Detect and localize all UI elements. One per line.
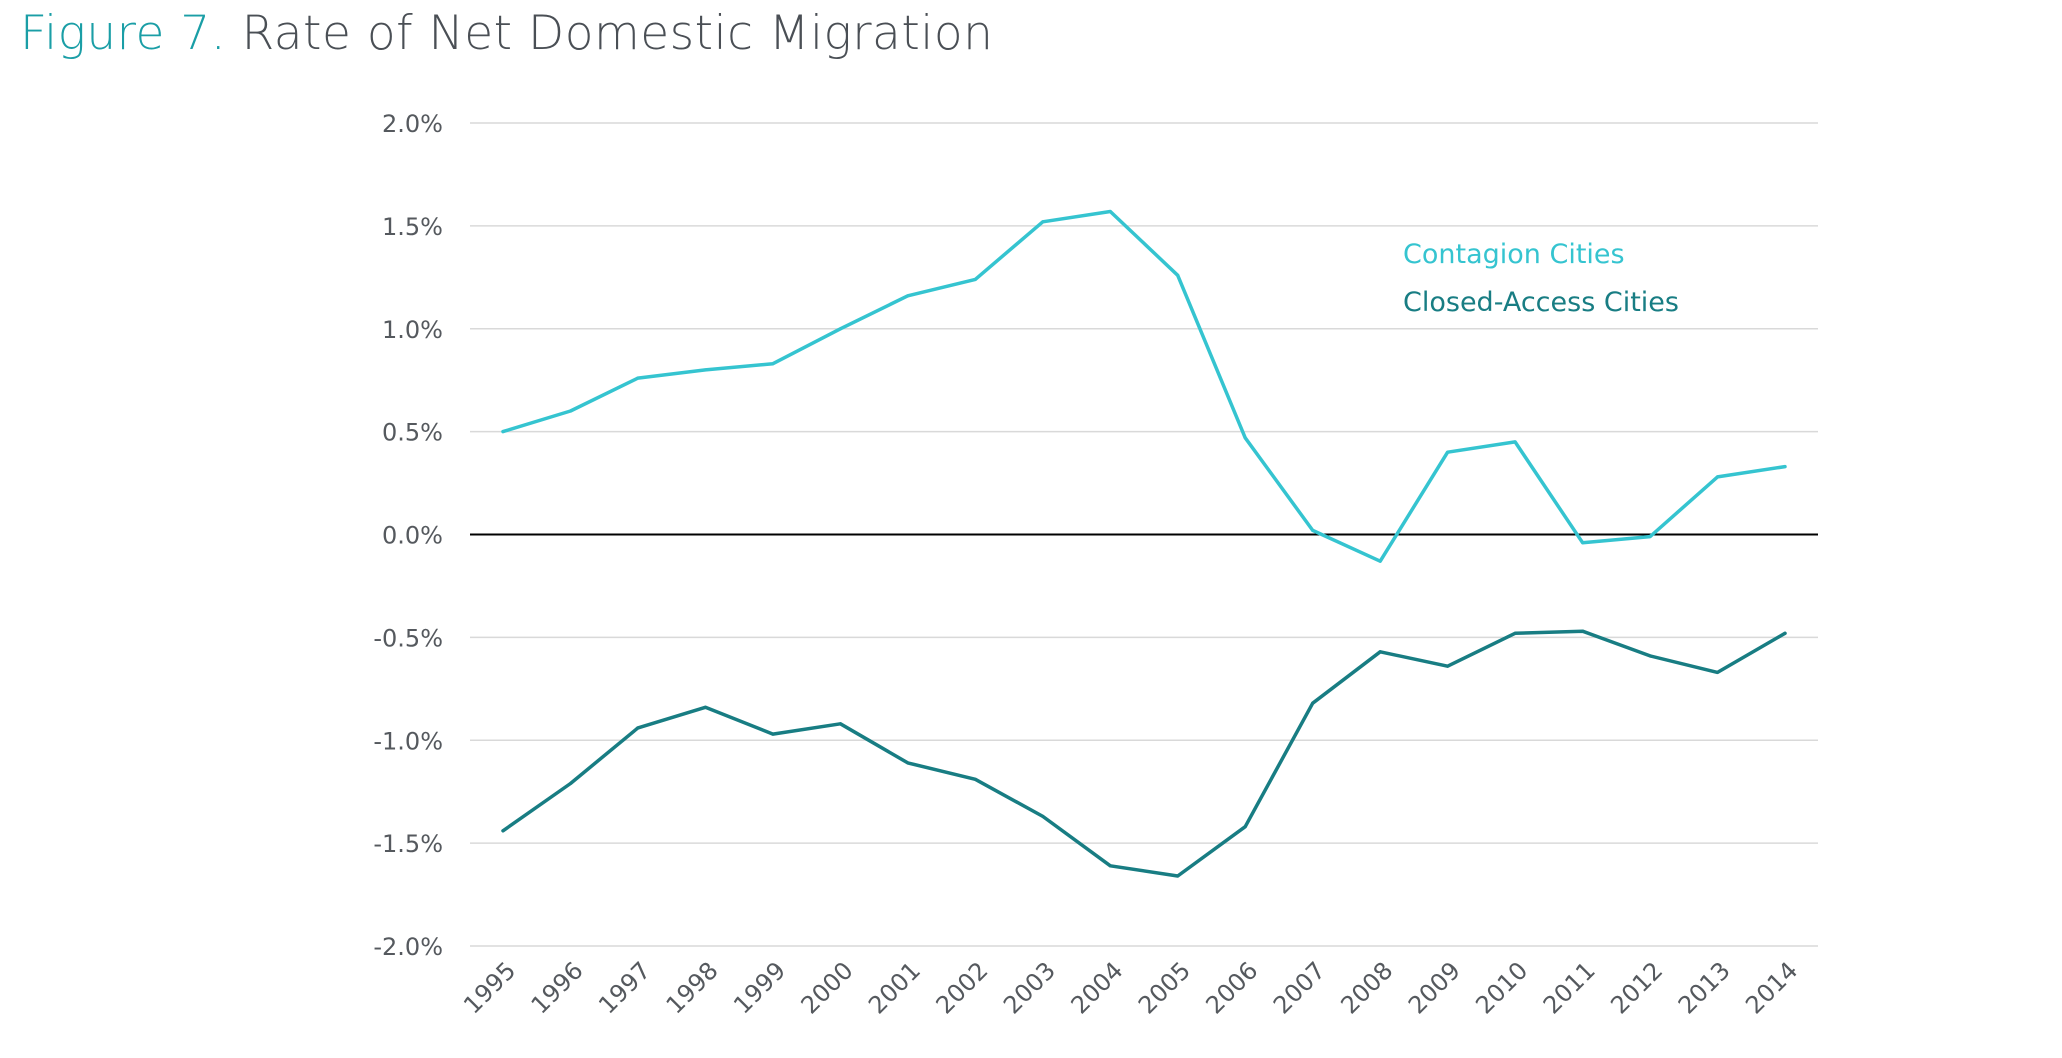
data-point xyxy=(703,368,707,372)
x-tick-label: 2000 xyxy=(796,956,859,1019)
y-axis-ticks: 2.0% 1.5% 1.0% 0.5% 0.0% -0.5% -1.0% -1.5% -2.0% xyxy=(373,110,443,961)
data-point xyxy=(501,829,505,833)
x-tick-label: 2011 xyxy=(1538,956,1601,1019)
x-tick-label: 1997 xyxy=(593,956,656,1019)
x-tick-label: 1999 xyxy=(728,956,791,1019)
y-tick-label: 1.0% xyxy=(382,316,443,344)
y-tick-label: 2.0% xyxy=(382,110,443,138)
data-point xyxy=(636,726,640,730)
y-tick-label: 0.5% xyxy=(382,419,443,447)
x-tick-label: 2008 xyxy=(1335,956,1398,1019)
data-point xyxy=(771,732,775,736)
data-point xyxy=(1716,670,1720,674)
data-point xyxy=(1648,535,1652,539)
x-tick-label: 1995 xyxy=(458,956,521,1019)
data-point xyxy=(1176,273,1180,277)
x-tick-label: 2006 xyxy=(1200,956,1263,1019)
data-point xyxy=(703,705,707,709)
data-point xyxy=(1243,825,1247,829)
data-point xyxy=(1108,209,1112,213)
y-tick-label: -2.0% xyxy=(373,933,443,961)
data-point xyxy=(1311,528,1315,532)
data-point xyxy=(1783,631,1787,635)
x-tick-label: 2009 xyxy=(1403,956,1466,1019)
grid-lines xyxy=(470,122,1818,947)
data-point xyxy=(906,761,910,765)
data-point xyxy=(1311,701,1315,705)
data-point xyxy=(973,277,977,281)
y-tick-label: -0.5% xyxy=(373,624,443,652)
data-point xyxy=(1513,440,1517,444)
x-tick-label: 2012 xyxy=(1605,956,1668,1019)
series-line-contagion-cities xyxy=(501,209,1787,563)
figure-title-text: Rate of Net Domestic Migration xyxy=(241,6,994,61)
data-point xyxy=(1581,541,1585,545)
data-point xyxy=(771,362,775,366)
data-point xyxy=(568,409,572,413)
data-point xyxy=(1581,629,1585,633)
data-point xyxy=(568,781,572,785)
series-line-closed-access-cities xyxy=(501,629,1787,878)
legend-entry-contagion-cities: Contagion Cities xyxy=(1403,239,1625,270)
data-point xyxy=(1513,631,1517,635)
x-tick-label: 2013 xyxy=(1673,956,1736,1019)
data-point xyxy=(1041,814,1045,818)
data-point xyxy=(1716,475,1720,479)
data-point xyxy=(973,777,977,781)
data-point xyxy=(838,722,842,726)
legend-entry-closed-access-cities: Closed-Access Cities xyxy=(1403,287,1679,318)
data-point xyxy=(1378,559,1382,563)
data-point xyxy=(1108,864,1112,868)
y-tick-label: -1.0% xyxy=(373,727,443,755)
x-tick-label: 1996 xyxy=(526,956,589,1019)
y-tick-label: 0.0% xyxy=(382,522,443,550)
x-tick-label: 1998 xyxy=(661,956,724,1019)
data-point xyxy=(1446,664,1450,668)
data-point xyxy=(1648,654,1652,658)
data-point xyxy=(501,430,505,434)
x-tick-label: 2005 xyxy=(1133,956,1196,1019)
x-tick-label: 2004 xyxy=(1066,956,1129,1019)
y-tick-label: -1.5% xyxy=(373,830,443,858)
x-tick-label: 2014 xyxy=(1740,956,1803,1019)
x-tick-label: 2007 xyxy=(1268,956,1331,1019)
x-tick-label: 2010 xyxy=(1470,956,1533,1019)
figure-label: Figure 7. xyxy=(20,6,227,61)
data-point xyxy=(1243,436,1247,440)
data-point xyxy=(1446,450,1450,454)
data-point xyxy=(1783,465,1787,469)
x-tick-label: 2002 xyxy=(931,956,994,1019)
x-axis-ticks: 1995 1996 1997 1998 1999 2000 2001 2002 2003 2004… xyxy=(458,956,1803,1019)
data-point xyxy=(838,327,842,331)
data-point xyxy=(1176,874,1180,878)
data-point xyxy=(636,376,640,380)
x-tick-label: 2001 xyxy=(863,956,926,1019)
data-point xyxy=(906,294,910,298)
x-tick-label: 2003 xyxy=(998,956,1061,1019)
chart-title: Figure 7. Rate of Net Domestic Migration xyxy=(20,6,993,61)
series-lines xyxy=(501,209,1787,878)
data-point xyxy=(1041,220,1045,224)
legend: Contagion Cities Closed-Access Cities xyxy=(1403,239,1679,318)
y-tick-label: 1.5% xyxy=(382,213,443,241)
data-point xyxy=(1378,650,1382,654)
